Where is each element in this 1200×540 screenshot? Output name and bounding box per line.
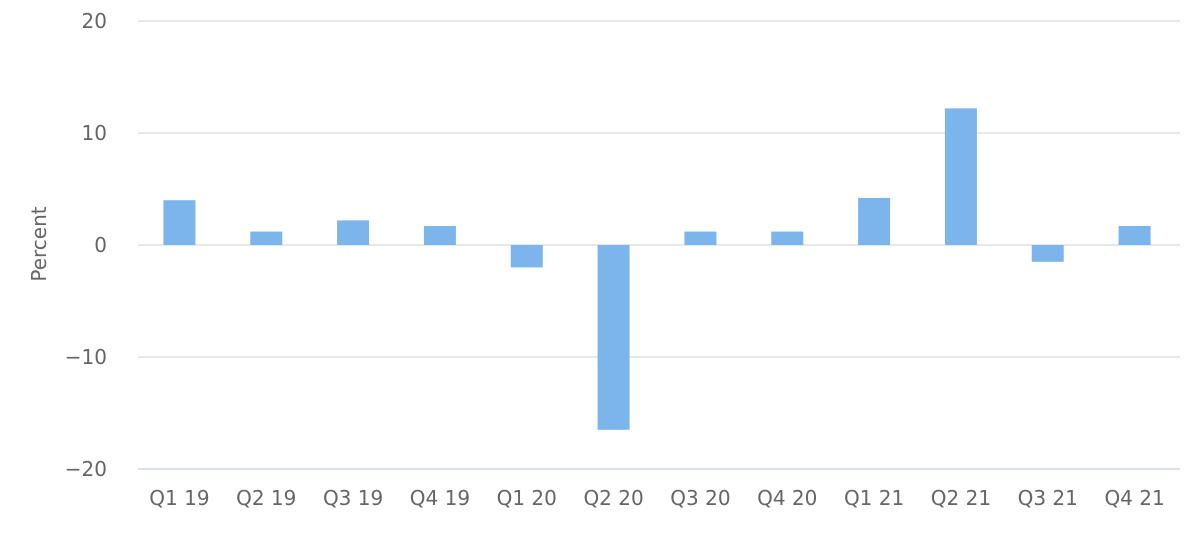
bar <box>163 200 196 245</box>
bar <box>771 231 804 245</box>
x-tick-label: Q2 20 <box>583 486 643 510</box>
bar <box>684 231 717 245</box>
x-tick-label: Q3 21 <box>1018 486 1078 510</box>
y-tick-label: −10 <box>65 345 107 369</box>
y-tick-label: 0 <box>94 233 107 257</box>
x-tick-label: Q3 20 <box>670 486 730 510</box>
bar <box>510 245 543 268</box>
y-tick-label: 10 <box>82 121 107 145</box>
y-tick-label: 20 <box>82 9 107 33</box>
bar <box>423 225 456 245</box>
bar <box>944 108 977 245</box>
x-axis-tick-labels: Q1 19 Q2 19 Q3 19 Q4 19 Q1 20 Q2 20 Q3 20 Q4 20… <box>149 486 1164 510</box>
x-tick-label: Q1 20 <box>497 486 557 510</box>
bar <box>597 245 630 430</box>
bars <box>163 108 1151 430</box>
bar <box>858 197 891 245</box>
x-tick-label: Q2 19 <box>236 486 296 510</box>
bar <box>337 220 370 245</box>
x-tick-label: Q3 19 <box>323 486 383 510</box>
y-axis-tick-labels: 20 10 0 −10 −20 <box>65 9 107 481</box>
x-tick-label: Q1 21 <box>844 486 904 510</box>
bar <box>1118 225 1151 245</box>
y-axis-title: Percent <box>27 206 51 281</box>
bar <box>250 231 283 245</box>
x-tick-label: Q4 20 <box>757 486 817 510</box>
x-tick-label: Q2 21 <box>931 486 991 510</box>
x-tick-label: Q4 19 <box>410 486 470 510</box>
x-tick-label: Q4 21 <box>1104 486 1164 510</box>
gridlines <box>138 20 1180 470</box>
bar <box>1031 245 1064 262</box>
x-tick-label: Q1 19 <box>149 486 209 510</box>
y-tick-label: −20 <box>65 457 107 481</box>
